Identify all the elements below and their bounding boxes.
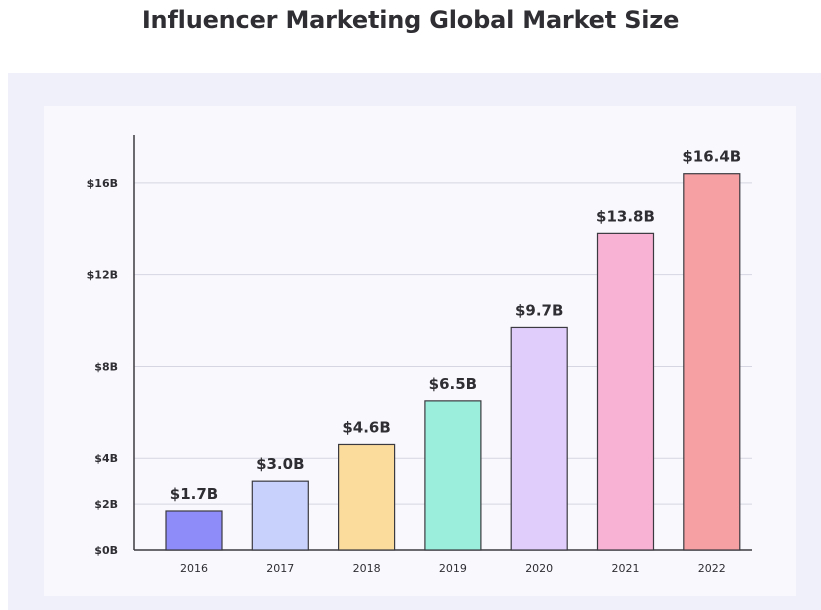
- x-tick-label-2020: 2020: [525, 562, 553, 575]
- data-label-2021: $13.8B: [596, 207, 655, 225]
- bar-2022: [683, 173, 741, 551]
- bars: [165, 173, 741, 551]
- bar-2019: [424, 400, 482, 551]
- bar-2018: [338, 443, 396, 551]
- data-label-2018: $4.6B: [342, 418, 390, 436]
- y-tick-label: $0B: [94, 544, 118, 557]
- data-label-2016: $1.7B: [170, 485, 218, 503]
- data-label-2020: $9.7B: [515, 301, 563, 319]
- labels: $0B $2B $4B $8B $12B $16B $1.7B 2016 $3.0B 2017 $4…: [87, 148, 742, 575]
- data-label-2017: $3.0B: [256, 455, 304, 473]
- bar-2020: [510, 326, 568, 551]
- x-tick-label-2017: 2017: [266, 562, 294, 575]
- y-tick-label: $2B: [94, 498, 118, 511]
- bar-2016: [165, 510, 223, 551]
- x-tick-label-2018: 2018: [353, 562, 381, 575]
- data-label-2019: $6.5B: [429, 375, 477, 393]
- x-tick-label-2022: 2022: [698, 562, 726, 575]
- data-label-2022: $16.4B: [682, 148, 741, 166]
- y-tick-label: $12B: [87, 269, 118, 282]
- y-tick-label: $8B: [94, 360, 118, 373]
- y-tick-label: $4B: [94, 452, 118, 465]
- bar-2017: [251, 480, 309, 551]
- x-tick-label-2019: 2019: [439, 562, 467, 575]
- chart-title: Influencer Marketing Global Market Size: [141, 6, 680, 34]
- x-tick-label-2016: 2016: [180, 562, 208, 575]
- bar-2021: [596, 232, 655, 551]
- y-tick-label: $16B: [87, 177, 118, 190]
- x-tick-label-2021: 2021: [612, 562, 640, 575]
